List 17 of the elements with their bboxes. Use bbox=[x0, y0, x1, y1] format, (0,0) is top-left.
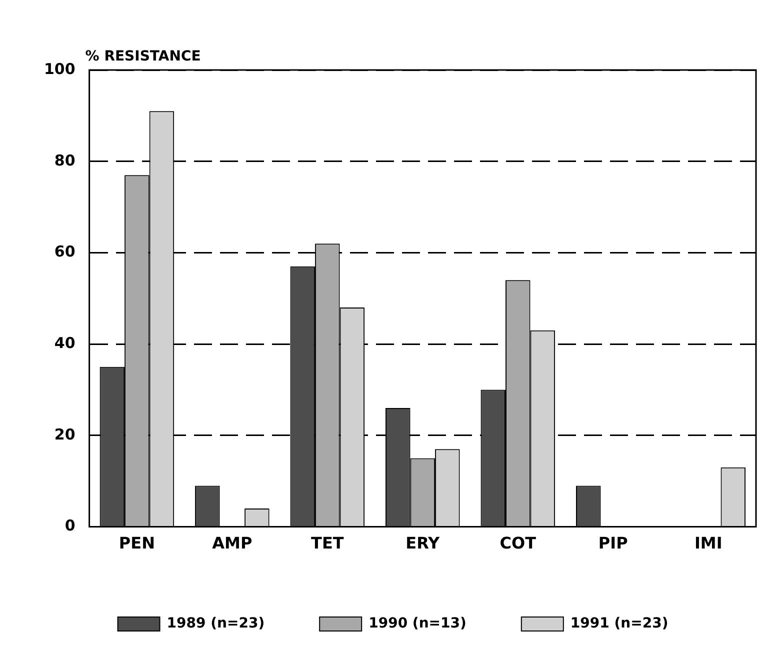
y-tick-label: 0 bbox=[64, 516, 76, 535]
y-tick-label: 40 bbox=[54, 334, 76, 352]
x-tick-label: ERY bbox=[406, 534, 440, 553]
x-tick-label: PIP bbox=[598, 534, 628, 553]
x-tick-label: AMP bbox=[212, 534, 252, 553]
y-axis-title: % RESISTANCE bbox=[85, 48, 201, 65]
legend-label: 1989 (n=23) bbox=[166, 616, 265, 632]
x-tick-label: COT bbox=[500, 534, 536, 553]
y-tick-label: 100 bbox=[44, 60, 76, 78]
legend-label: 1990 (n=13) bbox=[368, 616, 466, 632]
y-tick-label: 60 bbox=[54, 242, 76, 261]
legend-label: 1991 (n=23) bbox=[570, 616, 668, 632]
y-tick-label: 80 bbox=[54, 151, 76, 170]
x-tick-label: PEN bbox=[118, 534, 155, 553]
y-tick-label: 20 bbox=[54, 425, 76, 444]
x-tick-label: IMI bbox=[694, 534, 722, 553]
x-tick-label: TET bbox=[311, 534, 344, 553]
